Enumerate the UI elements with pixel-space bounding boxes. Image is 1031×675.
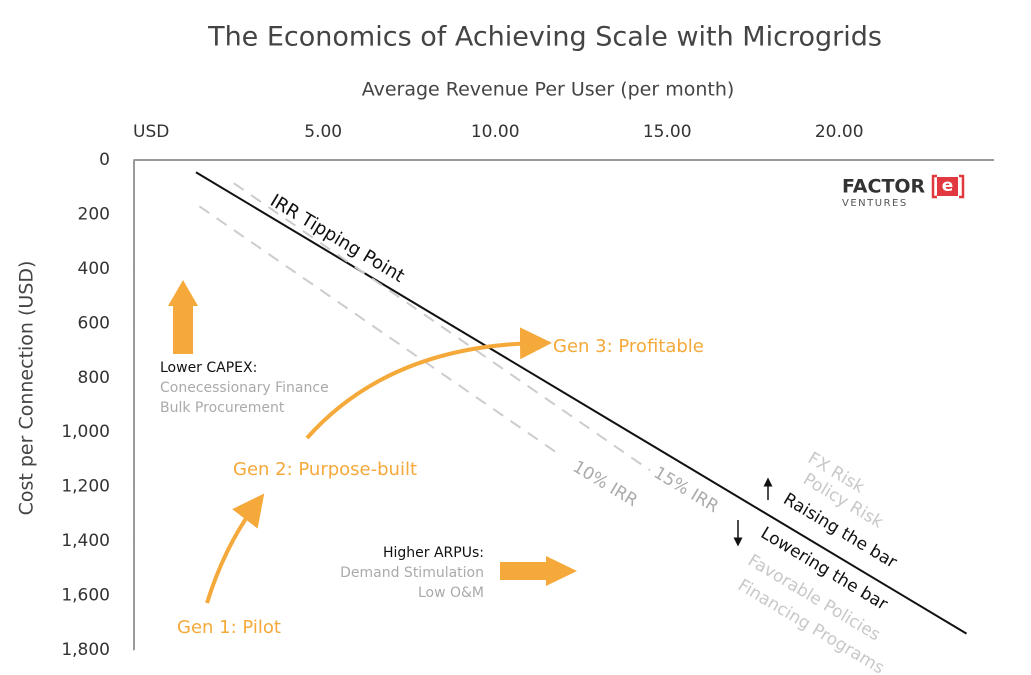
logo-box — [937, 177, 958, 196]
x-tick-label: 20.00 — [815, 122, 864, 142]
series-line — [198, 205, 562, 457]
y-tick-label: 800 — [78, 368, 110, 388]
y-axis-label: Cost per Connection (USD) — [16, 261, 38, 516]
series-line — [195, 171, 967, 635]
x-tick-label: 15.00 — [643, 122, 692, 142]
x-tick-label: 5.00 — [304, 122, 342, 142]
logo-brackets — [931, 174, 965, 199]
x-axis-label: Average Revenue Per User (per month) — [362, 79, 735, 101]
logo-name: FACTOR — [842, 176, 926, 198]
note-title: Lower CAPEX: — [160, 360, 257, 376]
y-tick-label: 400 — [78, 259, 110, 279]
series-label: 15% IRR — [650, 463, 722, 517]
chart-title: The Economics of Achieving Scale with Mi… — [207, 22, 882, 53]
y-tick-label: 200 — [78, 204, 110, 224]
series-line — [233, 182, 651, 472]
y-tick-label: 1,600 — [61, 586, 110, 606]
series-label: IRR Tipping Point — [266, 190, 408, 287]
y-tick-label: 1,000 — [61, 422, 110, 442]
logo-mark: e — [942, 176, 954, 196]
note: Bulk Procurement — [160, 400, 285, 416]
block-arrow — [168, 280, 198, 354]
y-tick-label: 1,800 — [61, 640, 110, 660]
gen-arrow — [205, 493, 265, 604]
plot: USD 5.00 10.00 15.00 20.00 0 200 400 600 800 1,000… — [61, 122, 994, 660]
note: Demand Stimulation — [340, 565, 484, 581]
x-tick-label: 10.00 — [471, 122, 520, 142]
note-title: Higher ARPUs: — [383, 545, 484, 561]
series-label: 10% IRR — [569, 457, 641, 511]
y-tick-label: 600 — [78, 313, 110, 333]
y-tick-label: 1,400 — [61, 531, 110, 551]
x-tick-label: USD — [133, 122, 169, 142]
block-arrow — [500, 556, 577, 586]
y-tick-label: 0 — [99, 150, 110, 170]
gen-arrow — [305, 327, 552, 440]
logo-sub: VENTURES — [842, 198, 908, 209]
y-tick-label: 1,200 — [61, 477, 110, 497]
gen-label: Gen 1: Pilot — [177, 617, 281, 638]
gen-label: Gen 3: Profitable — [553, 336, 704, 357]
note: Conecessionary Finance — [160, 380, 329, 396]
gen-label: Gen 2: Purpose-built — [233, 459, 417, 480]
note: Low O&M — [418, 585, 484, 601]
